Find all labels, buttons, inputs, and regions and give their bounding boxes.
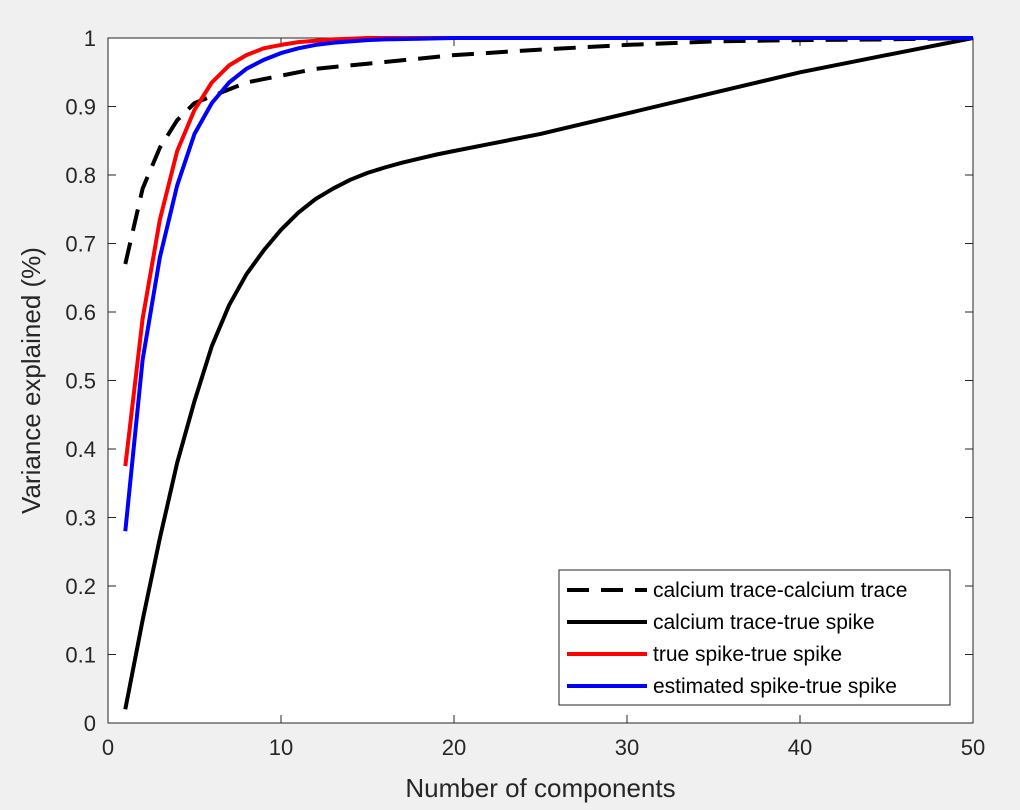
legend-entry-4: estimated spike-true spike xyxy=(653,675,897,698)
x-axis-label: Number of components xyxy=(405,773,675,803)
y-tick-label: 1 xyxy=(84,26,96,51)
x-tick-label: 0 xyxy=(102,735,114,760)
x-tick-label: 50 xyxy=(961,735,985,760)
x-tick-label: 20 xyxy=(442,735,466,760)
y-axis-ticks: 0 0.1 0.2 0.3 0.4 0.5 0.6 0.7 0.8 0.9 1 xyxy=(65,26,973,736)
x-tick-label: 30 xyxy=(615,735,639,760)
legend-entry-1: calcium trace-calcium trace xyxy=(653,579,907,602)
y-tick-label: 0.4 xyxy=(65,437,96,462)
x-tick-label: 40 xyxy=(788,735,812,760)
y-tick-label: 0 xyxy=(84,711,96,736)
series-layer xyxy=(123,36,974,710)
y-axis-label: Variance explained (%) xyxy=(16,247,46,514)
y-tick-label: 0.3 xyxy=(65,506,96,531)
y-tick-label: 0.7 xyxy=(65,232,96,257)
y-tick-label: 0.8 xyxy=(65,163,96,188)
series-line-2 xyxy=(123,36,974,710)
legend-box xyxy=(558,569,951,706)
legend-entry-3: true spike-true spike xyxy=(653,643,842,666)
y-tick-label: 0.1 xyxy=(65,643,96,668)
series-line-4 xyxy=(123,36,973,532)
y-tick-label: 0.5 xyxy=(65,369,96,394)
legend: calcium trace-calcium trace calcium trace… xyxy=(558,569,951,706)
y-tick-label: 0.6 xyxy=(65,300,96,325)
x-tick-label: 10 xyxy=(269,735,293,760)
y-tick-label: 0.2 xyxy=(65,574,96,599)
y-tick-label: 0.9 xyxy=(65,95,96,120)
x-axis-ticks: 0 10 20 30 40 50 xyxy=(102,38,985,760)
legend-entry-2: calcium trace-true spike xyxy=(653,611,875,634)
